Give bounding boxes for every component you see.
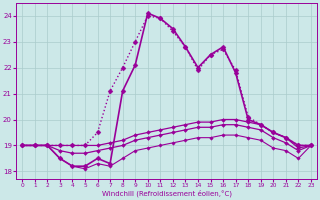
X-axis label: Windchill (Refroidissement éolien,°C): Windchill (Refroidissement éolien,°C) [101,190,232,197]
